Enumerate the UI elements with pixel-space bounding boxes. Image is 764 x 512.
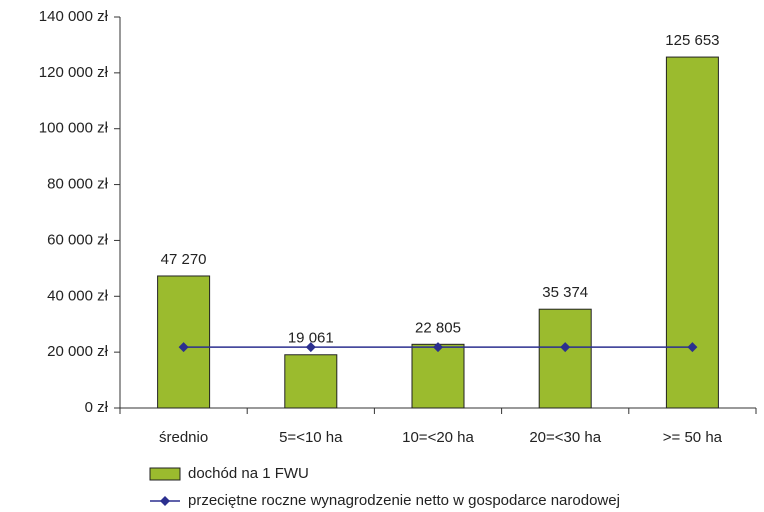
bar	[411, 343, 465, 409]
bar	[538, 308, 592, 409]
x-tick-label: 20=<30 ha	[529, 429, 601, 446]
y-tick-label: 40 000 zł	[47, 287, 109, 304]
y-tick-label: 20 000 zł	[47, 343, 109, 360]
bar	[284, 354, 338, 409]
value-label: 35 374	[542, 284, 588, 301]
legend-swatch	[149, 467, 181, 481]
y-tick-label: 140 000 zł	[39, 8, 109, 25]
x-tick-label: >= 50 ha	[663, 429, 723, 446]
value-label: 47 270	[161, 251, 207, 268]
value-label: 125 653	[665, 32, 719, 49]
bar	[157, 275, 211, 409]
marker	[178, 342, 189, 353]
y-tick-label: 80 000 zł	[47, 176, 109, 193]
y-tick-label: 60 000 zł	[47, 231, 109, 248]
legend-label: dochód na 1 FWU	[188, 465, 309, 482]
value-label: 22 805	[415, 319, 461, 336]
x-tick-label: średnio	[159, 429, 208, 446]
value-label: 19 061	[288, 330, 334, 347]
marker	[433, 342, 443, 353]
marker	[687, 342, 698, 353]
x-tick-label: 10=<20 ha	[402, 429, 474, 446]
y-tick-label: 0 zł	[85, 399, 109, 416]
marker	[305, 342, 316, 353]
bar	[665, 56, 719, 409]
marker	[560, 342, 571, 353]
y-tick-label: 120 000 zł	[39, 64, 109, 81]
x-tick-label: 5=<10 ha	[279, 429, 343, 446]
y-tick-label: 100 000 zł	[39, 120, 109, 137]
legend-marker	[160, 496, 170, 506]
legend-label: przeciętne roczne wynagrodzenie netto w …	[188, 492, 620, 509]
